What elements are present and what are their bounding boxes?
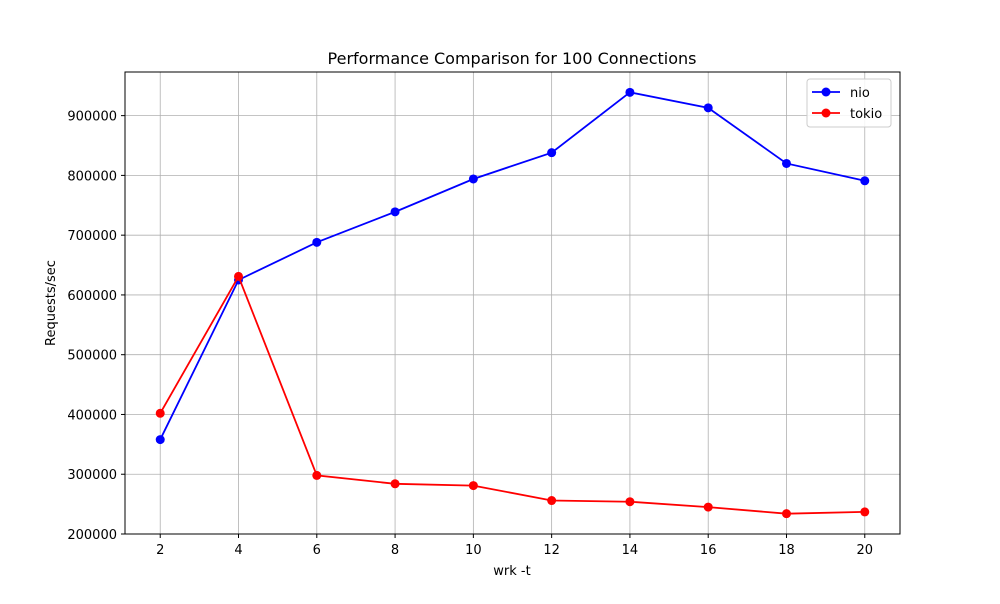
x-tick-label: 14 [622,543,639,558]
data-point-nio [781,158,791,168]
data-point-nio [155,435,165,445]
data-point-nio [468,174,478,184]
x-tick-label: 6 [313,543,321,558]
chart-title: Performance Comparison for 100 Connectio… [328,49,697,68]
x-tick-label: 18 [778,543,795,558]
legend: nio tokio [806,78,892,128]
x-tick-label: 20 [856,543,873,558]
axis-ticks: 2 4 6 8 10 12 14 16 18 20 200000 300000 400000 500000… [67,110,873,558]
plot-frame [124,71,901,535]
data-point-tokio [781,509,791,519]
legend-marker-nio [821,87,831,97]
y-tick-label: 400000 [67,408,117,423]
y-tick-label: 600000 [67,289,117,304]
x-tick-label: 2 [156,543,164,558]
series-nio [155,87,870,445]
data-point-nio [547,148,557,158]
data-point-tokio [625,497,635,507]
y-tick-label: 500000 [67,349,117,364]
series-line-tokio [159,274,865,515]
x-tick-label: 10 [465,543,482,558]
legend-label-nio: nio [850,86,870,101]
data-point-nio [860,176,870,186]
y-tick-label: 700000 [67,229,117,244]
data-point-nio [312,237,322,247]
data-point-tokio [234,271,244,281]
legend-item-tokio: tokio [812,107,882,122]
data-point-tokio [312,470,322,480]
x-tick-label: 4 [234,543,242,558]
x-tick-label: 16 [700,543,717,558]
data-point-tokio [390,479,400,489]
y-axis-label: Requests/sec [44,260,59,346]
x-tick-label: 12 [543,543,560,558]
data-point-tokio [468,481,478,491]
data-point-nio [703,103,713,113]
series-line-nio [159,91,865,440]
grid-lines [125,72,900,535]
x-axis-label: wrk -t [493,564,530,579]
legend-label-tokio: tokio [850,107,882,122]
legend-marker-tokio [821,108,831,118]
y-tick-label: 800000 [67,169,117,184]
y-tick-label: 200000 [67,528,117,543]
data-point-tokio [860,507,870,517]
data-point-nio [625,87,635,97]
data-point-tokio [703,502,713,512]
series-tokio [155,271,870,519]
legend-item-nio: nio [812,86,870,101]
data-point-nio [390,207,400,217]
data-point-tokio [547,496,557,506]
x-tick-label: 8 [391,543,399,558]
data-point-tokio [155,408,165,418]
y-tick-label: 300000 [67,468,117,483]
y-tick-label: 900000 [67,110,117,125]
